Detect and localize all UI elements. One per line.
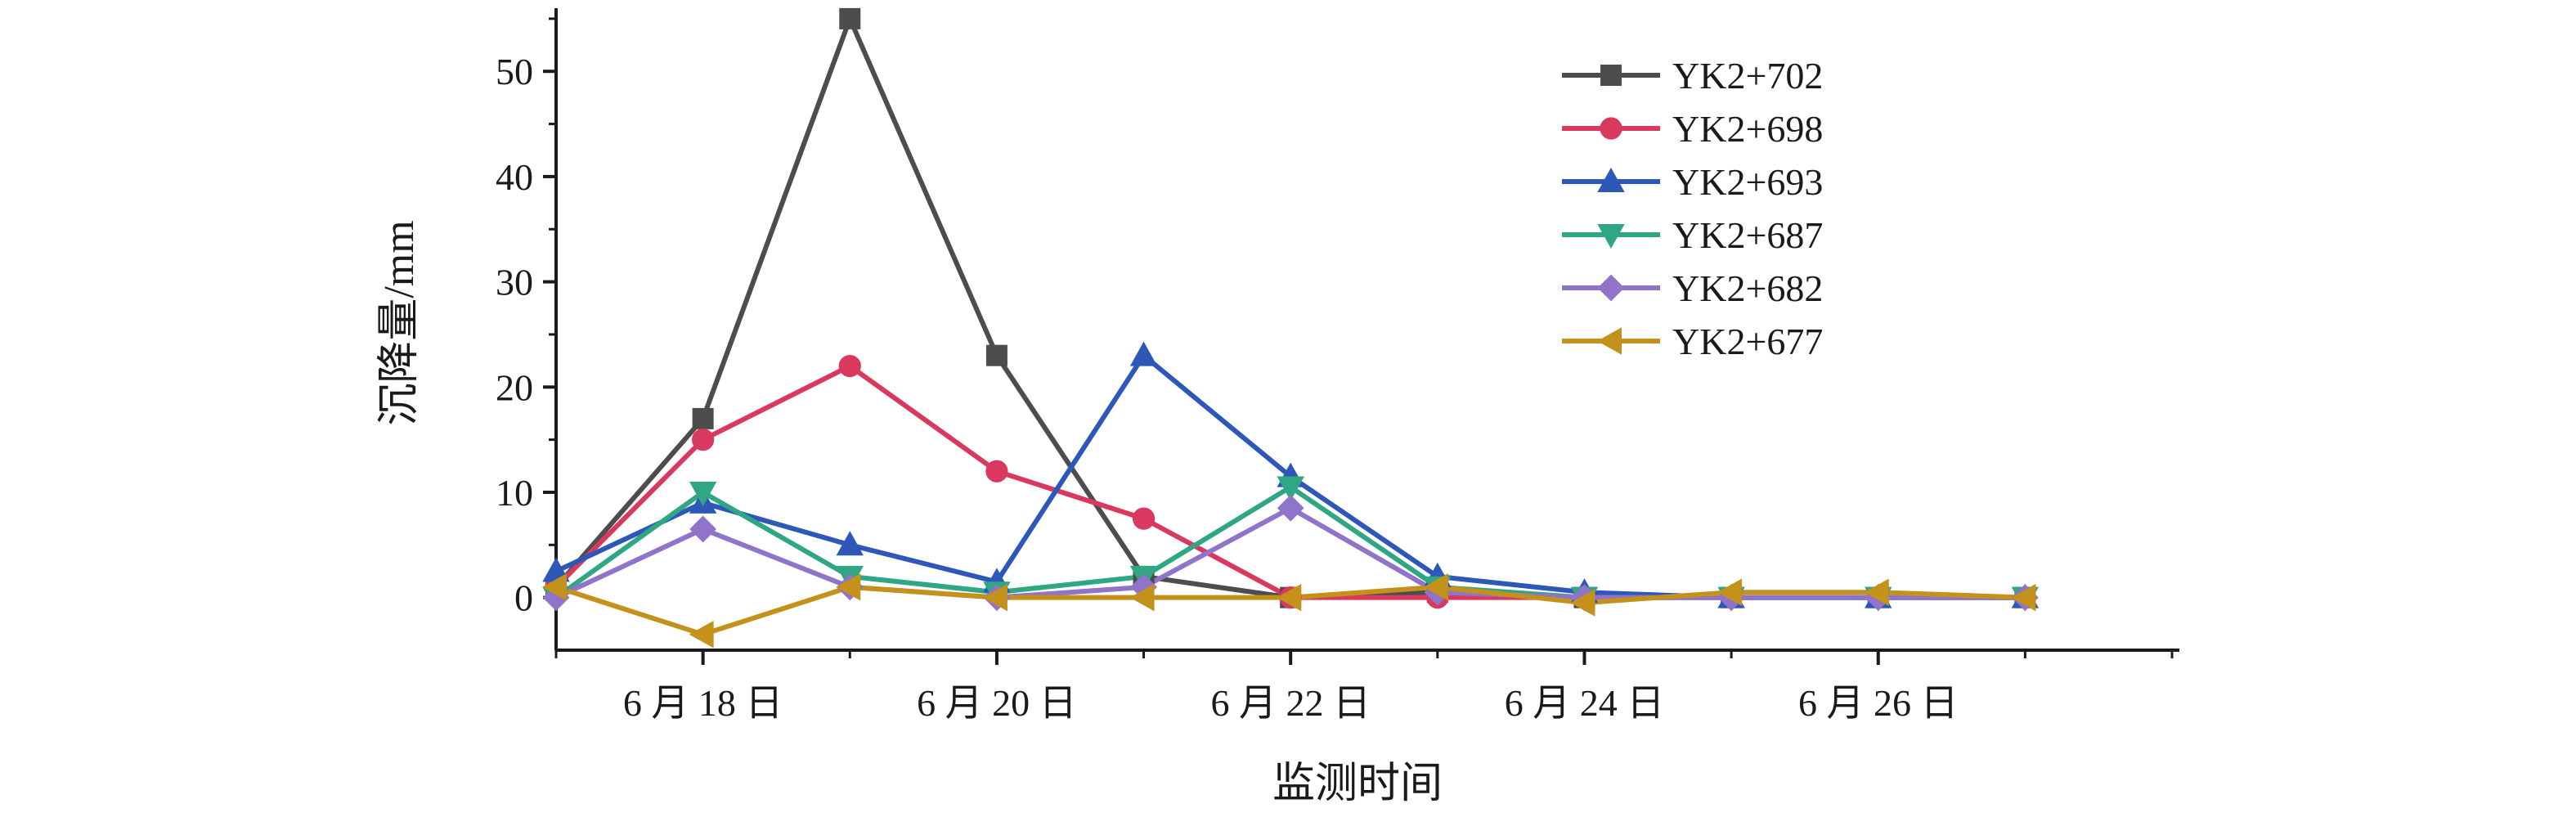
y-tick-label: 50 <box>496 51 533 92</box>
data-point <box>1570 589 1595 617</box>
data-point <box>839 7 861 29</box>
x-tick-label: 6 月 24 日 <box>1505 682 1665 724</box>
data-point <box>838 354 861 378</box>
y-tick-label: 20 <box>496 366 533 408</box>
legend-marker <box>1597 224 1625 249</box>
legend-label: YK2+702 <box>1672 55 1823 97</box>
y-axis-title: 沉降量/mm <box>376 220 423 425</box>
legend-label: YK2+677 <box>1672 321 1823 362</box>
data-point <box>1277 476 1304 501</box>
data-point <box>985 460 1008 483</box>
y-tick-label: 0 <box>514 577 533 619</box>
y-tick-label: 40 <box>496 156 533 198</box>
data-point <box>1129 583 1155 612</box>
data-point <box>1864 578 1889 606</box>
x-tick-label: 6 月 26 日 <box>1798 682 1959 724</box>
y-tick-label: 10 <box>496 472 533 514</box>
legend-marker <box>1600 65 1622 86</box>
data-point <box>689 620 714 649</box>
legend-marker <box>1597 274 1625 302</box>
legend-label: YK2+687 <box>1672 214 1823 256</box>
data-point <box>1717 578 1743 606</box>
data-point <box>692 407 714 429</box>
legend-label: YK2+693 <box>1672 161 1823 203</box>
x-tick-label: 6 月 18 日 <box>623 682 783 724</box>
data-point <box>2011 583 2036 612</box>
axes: 0 10 20 30 40 50 6 月 18 日 6 月 20 日 6 月 22 日 6 月 2… <box>496 8 2179 724</box>
x-tick-label: 6 月 20 日 <box>917 682 1077 724</box>
data-point <box>1423 573 1448 601</box>
x-axis-title: 监测时间 <box>1272 761 1443 807</box>
x-tick-label: 6 月 22 日 <box>1210 682 1371 724</box>
legend-label: YK2+698 <box>1672 108 1823 150</box>
series-markers <box>541 7 2040 649</box>
data-point <box>836 531 864 556</box>
data-point <box>982 583 1008 612</box>
y-tick-label: 30 <box>496 262 533 303</box>
legend: YK2+702 YK2+698 YK2+693 YK2+687 YK2+682 YK2+6… <box>1562 55 1823 362</box>
data-point <box>1277 583 1302 612</box>
data-point <box>541 573 567 601</box>
data-point <box>1277 494 1304 522</box>
data-point <box>836 573 861 601</box>
data-point <box>689 481 717 507</box>
data-point <box>985 344 1008 366</box>
data-point <box>1132 507 1156 530</box>
data-point <box>692 429 715 451</box>
legend-label: YK2+682 <box>1672 267 1823 309</box>
data-point <box>689 515 717 543</box>
legend-marker <box>1597 167 1625 192</box>
legend-marker <box>1600 117 1622 140</box>
legend-marker <box>1596 327 1622 355</box>
data-point <box>1129 341 1158 366</box>
